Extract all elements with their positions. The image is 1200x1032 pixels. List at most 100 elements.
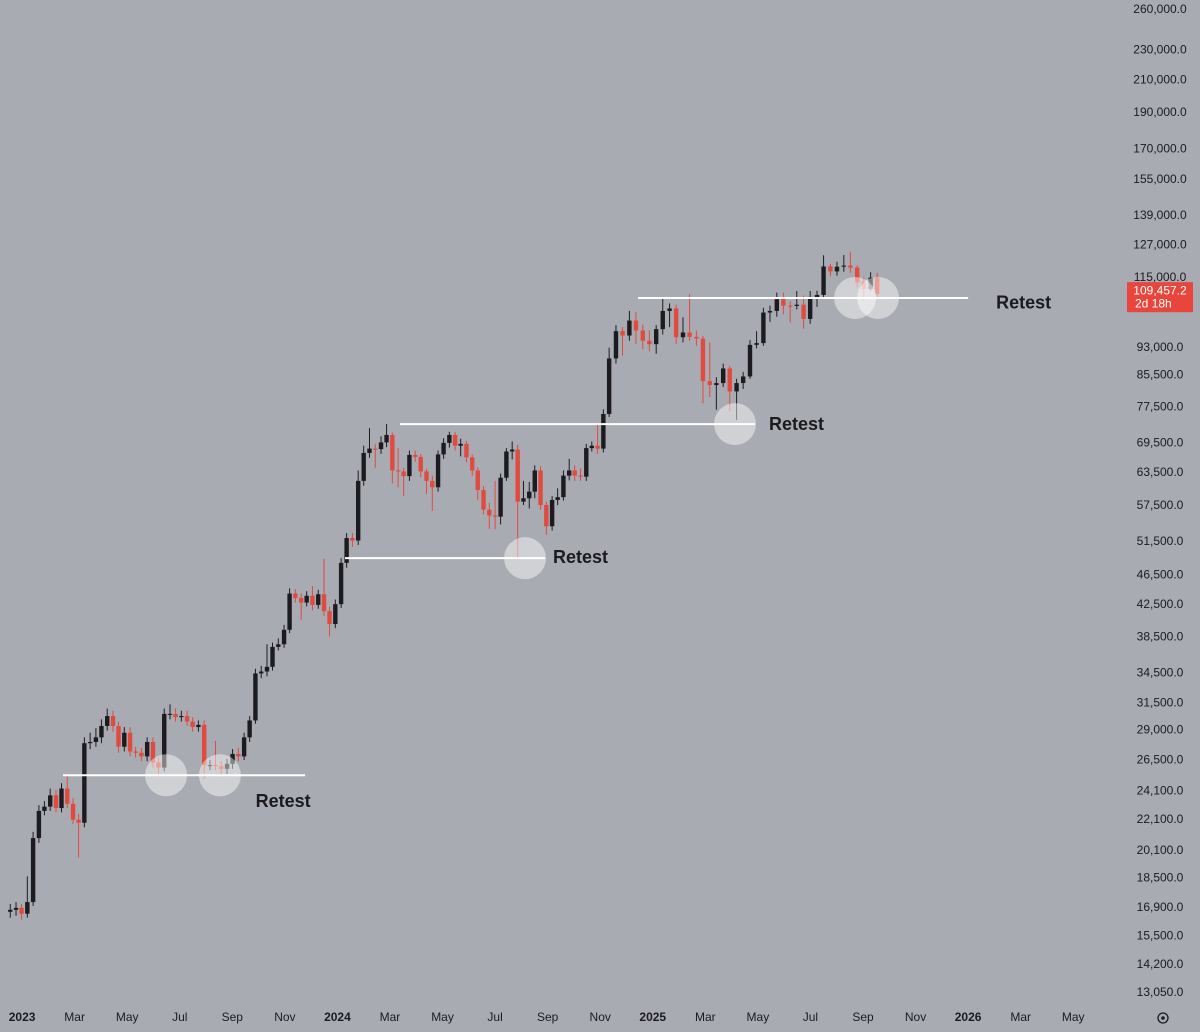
candle-body xyxy=(105,716,110,726)
candle-body xyxy=(241,737,247,757)
candle-body xyxy=(162,713,167,768)
candle-body xyxy=(761,312,766,344)
candle-body xyxy=(515,449,520,502)
candle-body xyxy=(527,491,532,499)
candle-body xyxy=(714,383,719,386)
x-tick-label: Nov xyxy=(274,1010,295,1024)
settings-icon[interactable] xyxy=(1157,1012,1169,1024)
candle-body xyxy=(584,448,589,477)
x-tick-label: May xyxy=(116,1010,139,1024)
candle-body xyxy=(30,838,36,903)
y-tick-label: 18,500.0 xyxy=(1137,870,1184,884)
y-tick-label: 170,000.0 xyxy=(1133,142,1187,156)
x-tick-label: Mar xyxy=(380,1010,401,1024)
x-tick-label: 2025 xyxy=(639,1010,666,1024)
candle-body xyxy=(122,732,127,747)
y-tick-label: 260,000.0 xyxy=(1133,2,1187,16)
candle-body xyxy=(807,297,813,319)
candle-body xyxy=(781,299,786,306)
candle-body xyxy=(59,788,64,809)
candle-body xyxy=(196,724,201,728)
y-tick-label: 51,500.0 xyxy=(1137,534,1184,548)
x-tick-label: Nov xyxy=(590,1010,611,1024)
candle-body xyxy=(139,752,144,757)
candle-body xyxy=(42,806,47,811)
candle-body xyxy=(694,336,699,339)
candle-body xyxy=(647,340,652,345)
candle-body xyxy=(595,445,600,449)
y-tick-label: 15,500.0 xyxy=(1137,928,1184,942)
candle-body xyxy=(794,304,799,306)
candle-body xyxy=(361,452,366,481)
candle-body xyxy=(424,471,429,481)
candle-body xyxy=(13,907,19,910)
candle-body xyxy=(133,751,138,753)
candle-body xyxy=(727,368,732,392)
candle-body xyxy=(613,331,619,359)
y-tick-label: 16,900.0 xyxy=(1137,900,1184,914)
candle-body xyxy=(316,594,321,605)
y-tick-label: 22,100.0 xyxy=(1137,812,1184,826)
x-tick-label: Mar xyxy=(64,1010,85,1024)
x-tick-label: Mar xyxy=(1010,1010,1031,1024)
y-tick-label: 85,500.0 xyxy=(1137,367,1184,381)
x-tick-label: Nov xyxy=(905,1010,926,1024)
candle-body xyxy=(555,497,560,500)
candle-body xyxy=(774,299,779,311)
candle-body xyxy=(700,338,706,382)
price-tag xyxy=(1127,282,1193,313)
candle-body xyxy=(430,480,435,488)
candle-body xyxy=(224,763,230,769)
x-tick-label: Sep xyxy=(222,1010,244,1024)
candle-body xyxy=(544,505,549,527)
candle-body xyxy=(207,765,213,767)
y-tick-label: 230,000.0 xyxy=(1133,42,1187,56)
candle-body xyxy=(384,434,389,443)
candle-body xyxy=(814,294,820,298)
y-tick-label: 77,500.0 xyxy=(1137,400,1184,414)
y-tick-label: 57,500.0 xyxy=(1137,498,1184,512)
y-tick-label: 46,500.0 xyxy=(1137,568,1184,582)
candle-body xyxy=(673,308,679,338)
candle-body xyxy=(834,266,840,272)
candle-body xyxy=(270,646,275,667)
candle-body xyxy=(452,434,458,446)
candle-body xyxy=(464,443,469,458)
candle-body xyxy=(861,282,866,289)
candle-body xyxy=(707,381,712,386)
candle-body xyxy=(578,475,583,477)
retest-label: Retest xyxy=(553,547,608,567)
candle-body xyxy=(435,454,441,488)
candle-body xyxy=(276,644,281,647)
candle-body xyxy=(620,331,625,336)
candle-body xyxy=(350,538,355,541)
candle-body xyxy=(532,470,537,492)
y-tick-label: 69,500.0 xyxy=(1137,436,1184,450)
candle-body xyxy=(99,725,104,738)
y-tick-label: 13,050.0 xyxy=(1137,985,1184,999)
candle-body xyxy=(640,330,645,341)
candle-body xyxy=(167,713,173,715)
candle-body xyxy=(264,666,270,672)
retest-label: Retest xyxy=(256,791,311,811)
candle-body xyxy=(667,308,672,311)
x-tick-label: May xyxy=(747,1010,770,1024)
candle-body xyxy=(156,762,161,768)
candle-body xyxy=(19,907,24,914)
candle-body xyxy=(521,498,526,502)
candle-body xyxy=(572,470,577,476)
candle-body xyxy=(653,329,659,345)
candle-body xyxy=(213,765,218,767)
candle-body xyxy=(150,741,156,763)
candle-body xyxy=(549,499,555,527)
countdown: 2d 18h xyxy=(1135,296,1172,310)
candle-body xyxy=(259,671,264,674)
candle-body xyxy=(230,753,235,764)
candle-body xyxy=(36,810,42,839)
candle-body xyxy=(413,454,418,457)
candle-body xyxy=(93,737,99,742)
y-tick-label: 155,000.0 xyxy=(1133,172,1187,186)
candle-body xyxy=(87,741,93,744)
candle-body xyxy=(395,470,401,472)
price-tag-label: 109,457.2 xyxy=(1133,283,1187,297)
